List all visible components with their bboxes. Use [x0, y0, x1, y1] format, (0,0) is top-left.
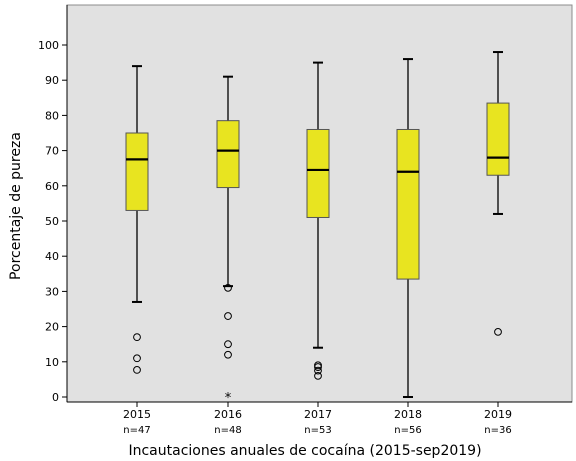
outlier-point — [314, 363, 322, 371]
x-tick-label: 2017 — [304, 408, 332, 421]
outlier-point — [224, 312, 232, 320]
iqr-box — [306, 128, 330, 218]
y-tick-label: 90 — [45, 74, 59, 87]
x-count-label: n=47 — [123, 425, 150, 436]
y-tick-label: 100 — [38, 39, 59, 52]
y-axis-title: Porcentaje de pureza — [8, 132, 24, 280]
box-2017 — [306, 61, 330, 380]
box-2015 — [125, 65, 149, 374]
x-axis-title: Incautaciones anuales de cocaína (2015-s… — [128, 443, 481, 459]
y-tick-label: 20 — [45, 321, 59, 334]
outlier-point — [224, 350, 232, 359]
y-tick-label: 30 — [45, 285, 59, 298]
y-axis: 0 10 20 30 40 50 60 70 80 90 100 — [38, 5, 68, 404]
box-series: * — [125, 51, 510, 406]
box-2016: * — [216, 75, 240, 406]
iqr-box — [486, 102, 510, 176]
box-2018 — [396, 58, 420, 398]
x-count-label: n=53 — [304, 425, 331, 436]
iqr-box — [396, 128, 420, 280]
iqr-box — [125, 132, 149, 211]
y-tick-label: 40 — [45, 250, 59, 263]
outlier-point — [314, 371, 322, 380]
x-tick-label: 2018 — [394, 408, 422, 421]
y-tick-label: 80 — [45, 109, 59, 122]
y-tick-label: 0 — [52, 391, 59, 404]
y-tick-label: 10 — [45, 356, 59, 369]
x-tick-label: 2015 — [123, 408, 151, 421]
y-tick-label: 60 — [45, 180, 59, 193]
outlier-point — [133, 333, 141, 342]
x-count-label: n=48 — [214, 425, 241, 436]
outlier-point — [133, 354, 141, 363]
outlier-point — [133, 365, 141, 374]
outlier-point — [224, 340, 232, 349]
x-axis: 2015 n=47 2016 n=48 2017 n=53 2018 n=56 2019 n=36 — [67, 401, 572, 436]
box-2019 — [486, 51, 510, 336]
outlier-point — [314, 366, 322, 375]
y-tick-label: 50 — [45, 215, 59, 228]
x-tick-label: 2016 — [214, 408, 242, 421]
outlier-point — [494, 327, 502, 336]
extreme-point: * — [225, 391, 232, 406]
outlier-point — [224, 283, 232, 292]
iqr-box — [216, 120, 240, 189]
x-tick-label: 2019 — [484, 408, 512, 421]
x-count-label: n=36 — [484, 425, 511, 436]
y-tick-label: 70 — [45, 145, 59, 158]
x-count-label: n=56 — [394, 425, 421, 436]
